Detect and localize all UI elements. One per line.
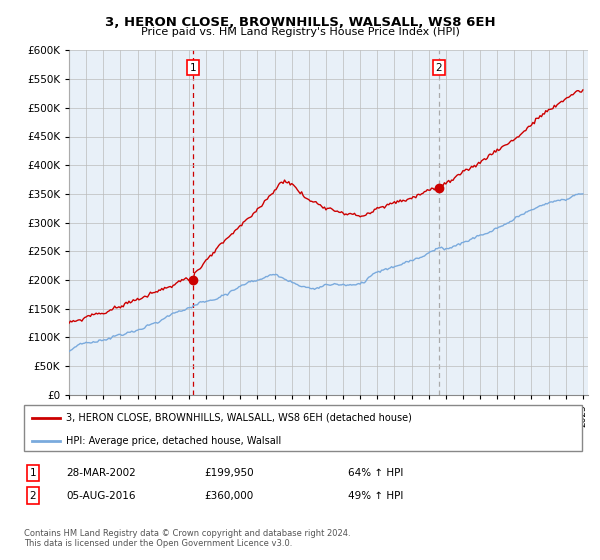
- Text: 1: 1: [190, 63, 196, 73]
- Text: 05-AUG-2016: 05-AUG-2016: [66, 491, 136, 501]
- Text: 49% ↑ HPI: 49% ↑ HPI: [348, 491, 403, 501]
- Text: 1: 1: [29, 468, 37, 478]
- Text: 3, HERON CLOSE, BROWNHILLS, WALSALL, WS8 6EH (detached house): 3, HERON CLOSE, BROWNHILLS, WALSALL, WS8…: [66, 413, 412, 423]
- Text: HPI: Average price, detached house, Walsall: HPI: Average price, detached house, Wals…: [66, 436, 281, 446]
- Text: 3, HERON CLOSE, BROWNHILLS, WALSALL, WS8 6EH: 3, HERON CLOSE, BROWNHILLS, WALSALL, WS8…: [104, 16, 496, 29]
- Text: 64% ↑ HPI: 64% ↑ HPI: [348, 468, 403, 478]
- Text: 28-MAR-2002: 28-MAR-2002: [66, 468, 136, 478]
- Text: Contains HM Land Registry data © Crown copyright and database right 2024.: Contains HM Land Registry data © Crown c…: [24, 529, 350, 538]
- Text: This data is licensed under the Open Government Licence v3.0.: This data is licensed under the Open Gov…: [24, 539, 292, 548]
- Text: £199,950: £199,950: [204, 468, 254, 478]
- Text: 2: 2: [436, 63, 442, 73]
- Text: £360,000: £360,000: [204, 491, 253, 501]
- Text: Price paid vs. HM Land Registry's House Price Index (HPI): Price paid vs. HM Land Registry's House …: [140, 27, 460, 37]
- Text: 2: 2: [29, 491, 37, 501]
